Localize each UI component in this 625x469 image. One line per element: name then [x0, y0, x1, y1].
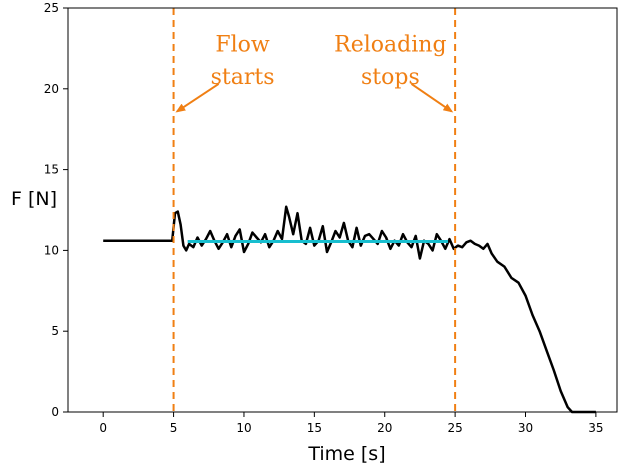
annotation-text-1: starts	[211, 65, 275, 90]
annotation-text-3: stops	[361, 65, 420, 90]
x-tick-label: 35	[588, 421, 603, 435]
x-tick-label: 25	[447, 421, 462, 435]
plot-area	[103, 205, 596, 414]
x-tick-label: 10	[236, 421, 251, 435]
x-tick-label: 15	[307, 421, 322, 435]
annotation-arrow-1	[410, 83, 454, 113]
annotation-text-2: Reloading	[334, 33, 446, 58]
axes: 0 5 10 15 20 25 30 35 0 5 10 15 20 25	[44, 1, 618, 435]
x-tick-label: 5	[170, 421, 178, 435]
y-tick-label: 5	[51, 324, 59, 338]
annotation-arrow-0	[175, 83, 220, 113]
y-tick-label: 15	[44, 163, 59, 177]
force-series-line	[103, 205, 596, 414]
axes-frame	[67, 7, 618, 413]
x-axis-label: Time [s]	[307, 443, 385, 465]
y-tick-label: 25	[44, 1, 59, 15]
x-tick-label: 20	[377, 421, 392, 435]
x-tick-label: 0	[99, 421, 107, 435]
annotations: Flow starts Reloading stops	[172, 8, 457, 412]
x-tick-label: 30	[518, 421, 533, 435]
y-tick-label: 20	[44, 82, 59, 96]
y-tick-label: 0	[51, 405, 59, 419]
y-axis-label: F [N]	[11, 188, 57, 210]
y-tick-label: 10	[44, 243, 59, 257]
annotation-text-0: Flow	[215, 33, 270, 58]
